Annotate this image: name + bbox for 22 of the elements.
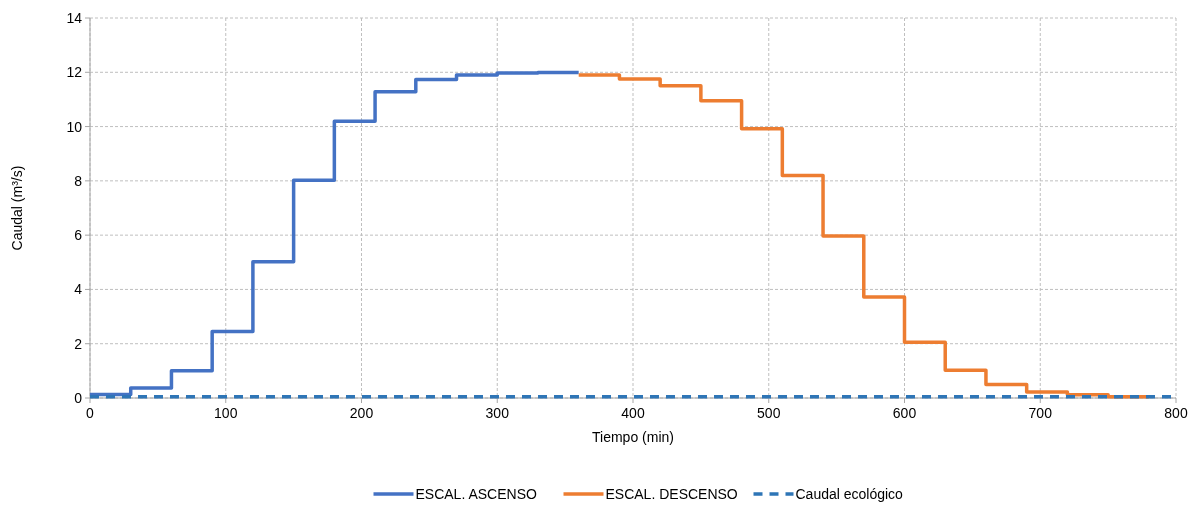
y-tick-label: 8 — [74, 172, 83, 189]
y-tick-label: 12 — [66, 64, 83, 81]
y-tick-label: 4 — [74, 281, 83, 298]
y-axis-title: Caudal (m³/s) — [9, 165, 25, 251]
legend-label: ESCAL. DESCENSO — [605, 486, 738, 502]
x-tick-label: 800 — [1164, 405, 1188, 421]
x-tick-label: 700 — [1028, 405, 1053, 421]
x-tick-label: 400 — [621, 405, 645, 421]
x-axis-title: Tiempo (min) — [592, 429, 674, 445]
x-tick-label: 600 — [892, 405, 917, 421]
y-tick-label: 14 — [66, 10, 83, 26]
y-tick-label: 0 — [74, 390, 83, 406]
x-tick-label: 300 — [485, 405, 510, 421]
y-tick-label: 2 — [74, 335, 83, 352]
x-tick-label: 0 — [86, 405, 95, 421]
y-tick-label: 10 — [66, 118, 83, 135]
x-tick-label: 200 — [349, 405, 374, 421]
y-tick-label: 6 — [74, 227, 83, 244]
legend-label: ESCAL. ASCENSO — [415, 486, 537, 502]
x-tick-label: 100 — [214, 405, 238, 421]
x-tick-label: 500 — [757, 405, 781, 421]
legend-label: Caudal ecológico — [795, 486, 904, 502]
